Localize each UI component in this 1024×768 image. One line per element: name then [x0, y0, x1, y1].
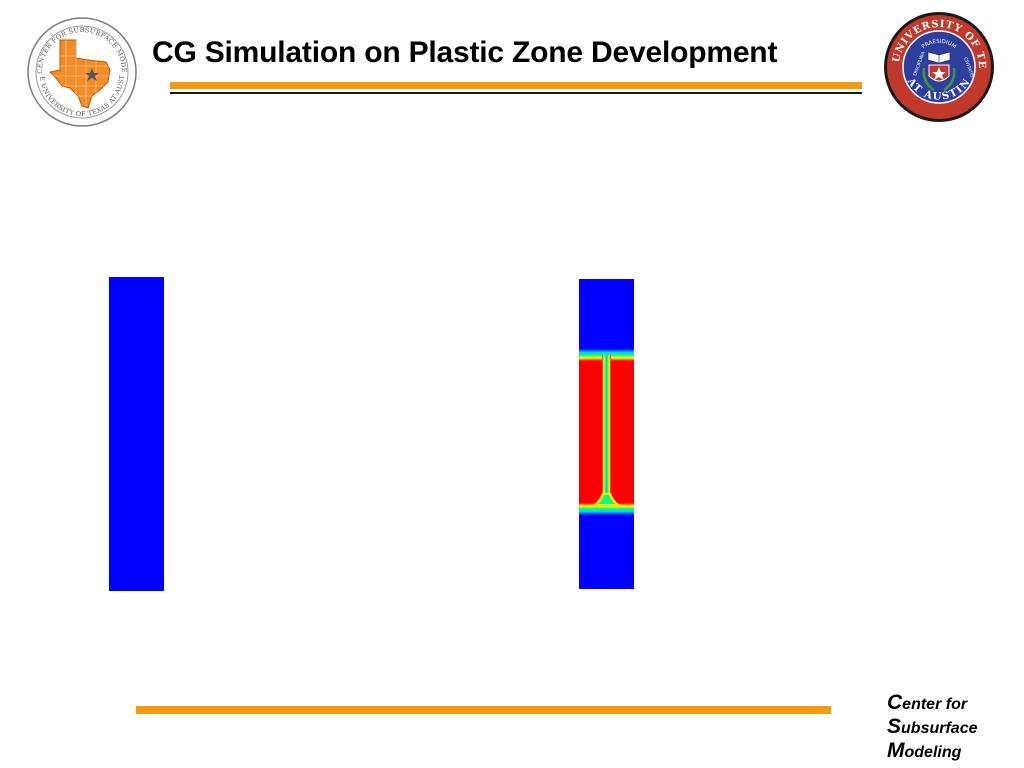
csm-seal-logo: THE CENTER FOR SUBSURFACE MODELING THE U…	[23, 10, 138, 128]
ut-seal-logo: THE UNIVERSITY OF TEXAS AT AUSTIN PRAESI…	[877, 2, 996, 124]
svg-text:PRAESIDIUM: PRAESIDIUM	[921, 39, 957, 51]
title-underline-accent	[170, 82, 862, 89]
title-underline-rule	[170, 92, 862, 94]
transition-band-bottom	[579, 503, 634, 515]
page-title: CG Simulation on Plastic Zone Developmen…	[152, 36, 778, 69]
footer-line-1: Center for	[887, 691, 968, 714]
center-for-subsurface-modeling-seal-icon: THE CENTER FOR SUBSURFACE MODELING THE U…	[23, 10, 137, 127]
simulation-panel-plastic-zone	[579, 279, 634, 589]
footer-line-3: Modeling	[887, 739, 962, 762]
simulation-panel-initial	[109, 277, 164, 591]
shear-band-center	[602, 355, 611, 505]
footer-line-2: Subsurface	[887, 715, 978, 738]
university-of-texas-seal-icon: THE UNIVERSITY OF TEXAS AT AUSTIN PRAESI…	[877, 2, 994, 122]
footer-accent-line	[136, 706, 831, 714]
footer-org-name: Center for Subsurface Modeling	[887, 692, 1017, 764]
plastic-zone-plot	[579, 279, 634, 589]
